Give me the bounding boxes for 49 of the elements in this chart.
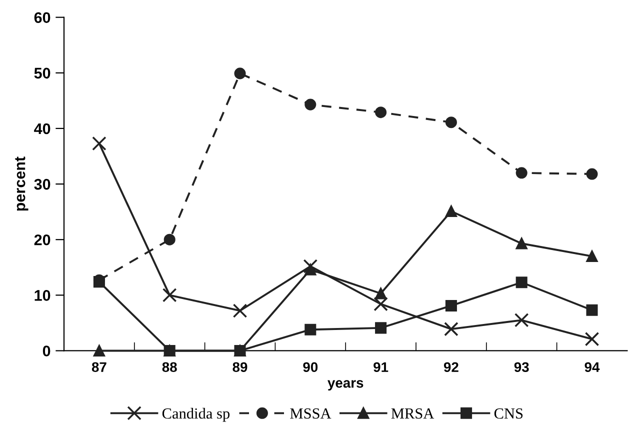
point xyxy=(375,106,387,118)
y-tick-label: 0 xyxy=(42,346,50,356)
y-tick-label: 50 xyxy=(34,68,50,79)
y-tick-label: 20 xyxy=(34,234,50,246)
point xyxy=(445,116,457,128)
point xyxy=(93,344,105,356)
x-axis-title: years xyxy=(328,380,364,391)
legend-label: Candida sp xyxy=(162,408,230,422)
point xyxy=(304,98,316,110)
point xyxy=(234,344,246,356)
point xyxy=(445,300,457,312)
x-tick-label: 91 xyxy=(374,362,388,372)
y-tick-label: 30 xyxy=(34,178,50,190)
x-tick-label: 94 xyxy=(584,362,600,372)
point xyxy=(304,264,316,276)
point xyxy=(516,167,528,179)
point xyxy=(584,332,600,346)
point xyxy=(516,276,528,288)
point xyxy=(586,168,598,180)
point xyxy=(304,324,316,336)
point xyxy=(164,344,176,356)
point xyxy=(92,136,106,151)
y-tick-label: 40 xyxy=(34,123,50,134)
point xyxy=(375,322,387,334)
point xyxy=(445,205,457,218)
point xyxy=(516,238,528,250)
point xyxy=(586,304,598,316)
x-tick-label: 89 xyxy=(232,362,248,372)
point xyxy=(586,250,598,262)
point xyxy=(514,313,529,328)
point xyxy=(303,259,318,274)
legend-label: MSSA xyxy=(290,408,332,419)
point xyxy=(164,234,176,246)
x-tick-label: 90 xyxy=(303,362,318,372)
x-tick-label: 87 xyxy=(92,362,106,372)
x-tick-label: 92 xyxy=(444,362,458,372)
point xyxy=(375,288,387,300)
x-tick-label: 93 xyxy=(514,362,529,372)
legend-label: MRSA xyxy=(391,408,434,419)
point xyxy=(444,322,458,336)
y-axis-title: percent xyxy=(15,156,28,211)
point xyxy=(162,288,177,302)
y-tick-label: 60 xyxy=(34,12,50,24)
point xyxy=(232,304,248,318)
point xyxy=(234,68,246,80)
legend-label: CNS xyxy=(494,408,523,419)
y-tick-label: 10 xyxy=(34,290,50,301)
point xyxy=(374,296,388,312)
x-tick-label: 88 xyxy=(162,362,177,372)
